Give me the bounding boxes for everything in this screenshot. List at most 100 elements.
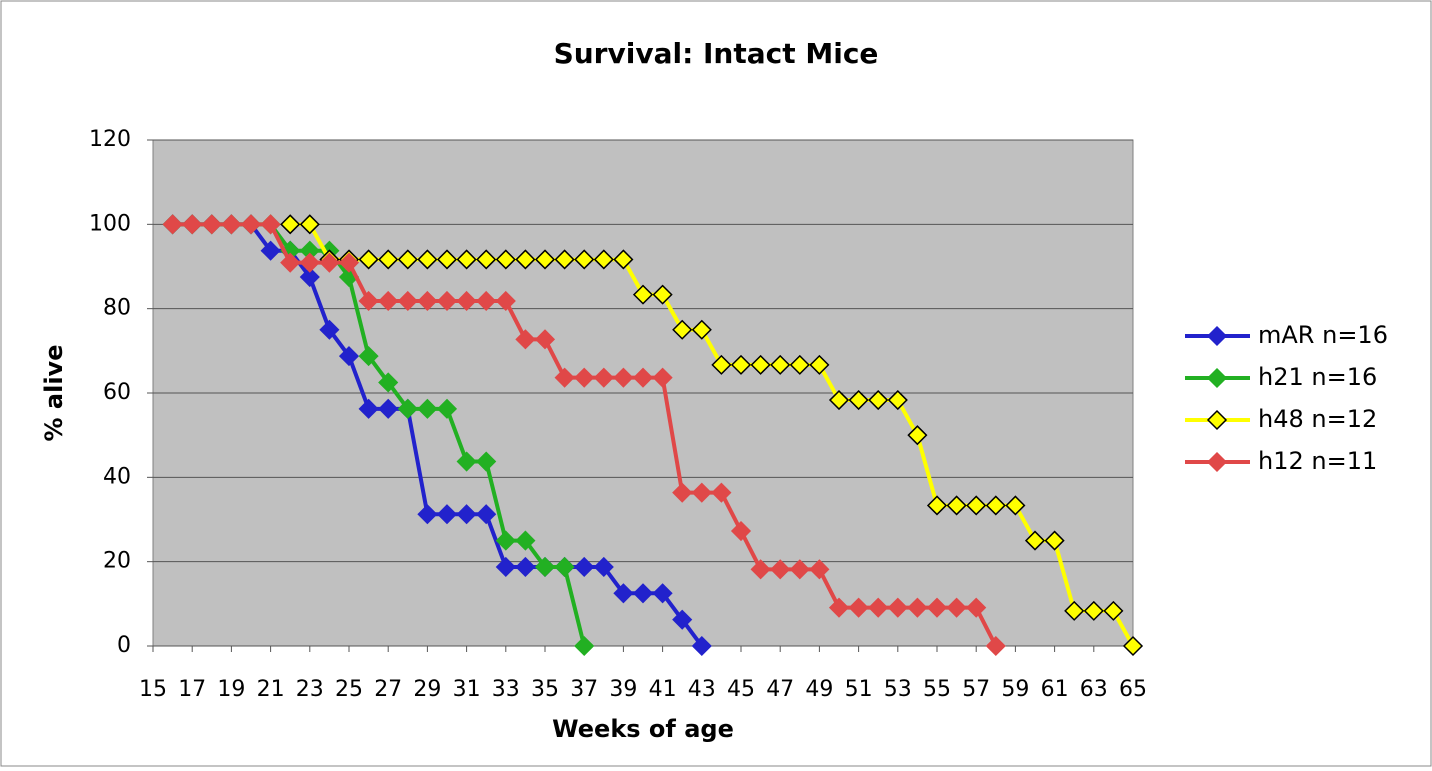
data-point — [711, 354, 732, 375]
data-point — [456, 290, 477, 312]
data-point — [672, 609, 693, 630]
x-tick-label: 47 — [766, 677, 794, 702]
data-point — [593, 249, 614, 270]
data-point — [1083, 600, 1104, 621]
data-point — [887, 597, 908, 618]
data-point — [672, 319, 693, 340]
data-point — [1122, 635, 1144, 657]
data-point — [770, 354, 791, 375]
data-point — [495, 556, 516, 577]
data-point — [358, 290, 379, 312]
data-point — [299, 266, 320, 288]
legend-label: mAR n=16 — [1258, 321, 1388, 349]
legend-marker — [1206, 325, 1228, 347]
data-point — [476, 249, 497, 270]
legend-label: h12 n=11 — [1258, 447, 1377, 475]
x-tick-label: 31 — [453, 677, 481, 702]
data-point — [946, 597, 967, 618]
data-point — [378, 290, 399, 312]
data-point — [652, 583, 673, 604]
data-point — [260, 214, 281, 235]
y-tick-label: 0 — [117, 633, 131, 658]
y-tick-label: 60 — [103, 380, 131, 405]
data-point — [397, 290, 418, 312]
data-point — [966, 495, 987, 516]
data-point — [887, 389, 908, 411]
data-point — [378, 398, 399, 419]
legend-marker — [1206, 409, 1228, 431]
data-point — [299, 214, 320, 235]
data-point — [828, 597, 850, 618]
data-point — [574, 635, 595, 657]
data-point — [574, 556, 595, 577]
x-tick-label: 63 — [1080, 677, 1108, 702]
data-point — [1103, 600, 1124, 621]
data-point — [338, 252, 360, 273]
data-point — [809, 354, 830, 375]
data-point — [672, 482, 693, 503]
data-point — [691, 319, 712, 340]
data-point — [632, 583, 654, 604]
x-tick-label: 61 — [1041, 677, 1069, 702]
data-point — [299, 252, 320, 273]
x-tick-label: 19 — [217, 677, 245, 702]
data-point — [397, 249, 418, 270]
data-point — [730, 354, 752, 375]
data-point — [515, 556, 536, 577]
legend-marker — [1206, 367, 1228, 389]
y-axis-label: % alive — [40, 345, 68, 442]
x-tick-label: 53 — [884, 677, 912, 702]
data-point — [515, 249, 536, 270]
data-point — [280, 252, 301, 273]
data-point — [848, 597, 869, 618]
legend-marker — [1206, 451, 1228, 473]
data-point — [966, 597, 987, 618]
data-point — [338, 346, 360, 367]
data-point — [201, 214, 222, 235]
data-point — [515, 530, 536, 551]
data-point — [574, 249, 595, 270]
data-point — [691, 482, 712, 503]
data-point — [632, 284, 654, 305]
data-point — [554, 556, 575, 577]
data-point — [436, 504, 458, 525]
x-tick-label: 49 — [805, 677, 833, 702]
x-tick-label: 29 — [413, 677, 441, 702]
data-point — [652, 367, 673, 388]
data-point — [534, 249, 556, 270]
x-tick-label: 17 — [178, 677, 206, 702]
data-point — [319, 252, 340, 273]
data-point — [456, 451, 477, 472]
data-point — [182, 214, 203, 235]
data-point — [926, 597, 948, 618]
x-tick-label: 25 — [335, 677, 363, 702]
data-point — [868, 597, 889, 618]
y-tick-label: 20 — [103, 549, 131, 574]
x-tick-label: 41 — [649, 677, 677, 702]
x-tick-label: 65 — [1119, 677, 1147, 702]
data-point — [417, 290, 438, 312]
y-tick-label: 40 — [103, 464, 131, 489]
data-point — [907, 425, 928, 446]
data-point — [1024, 530, 1046, 551]
data-point — [613, 367, 634, 388]
data-point — [1005, 495, 1026, 516]
y-tick-label: 100 — [89, 211, 131, 236]
data-point — [613, 249, 634, 270]
data-point — [378, 249, 399, 270]
x-tick-label: 27 — [374, 677, 402, 702]
x-tick-label: 43 — [688, 677, 716, 702]
data-point — [436, 249, 458, 270]
data-point — [632, 367, 654, 388]
data-point — [280, 214, 301, 235]
data-point — [868, 389, 889, 411]
data-point — [417, 504, 438, 525]
data-point — [848, 389, 869, 411]
data-point — [574, 367, 595, 388]
data-point — [358, 346, 379, 367]
chart-title: Survival: Intact Mice — [554, 37, 879, 70]
data-point — [534, 556, 556, 577]
data-point — [691, 635, 712, 657]
data-point — [985, 635, 1006, 657]
